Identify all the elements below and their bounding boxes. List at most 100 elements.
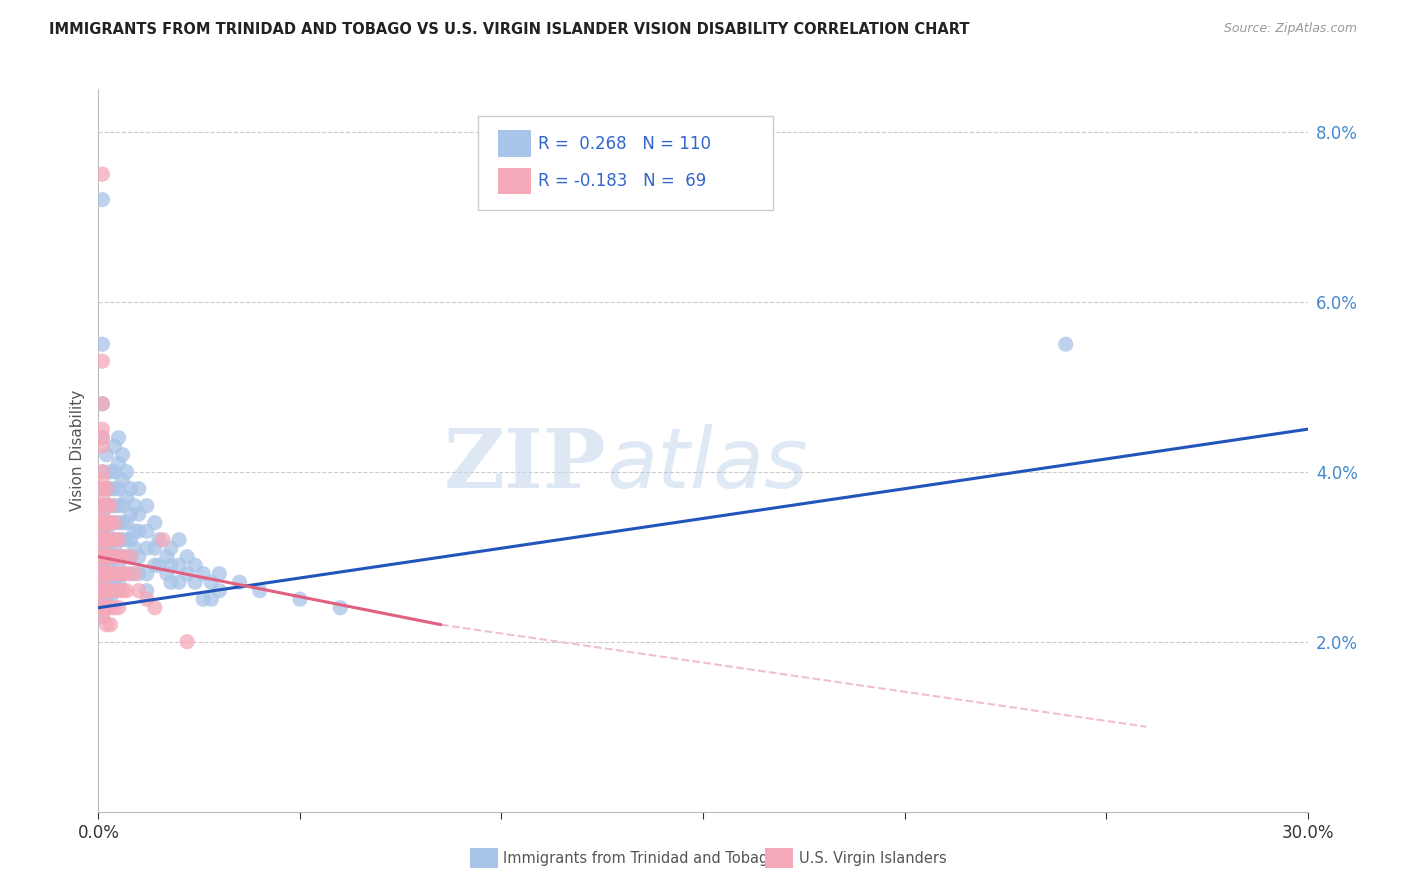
Point <box>100 575 122 590</box>
Point <box>111 549 134 564</box>
Point <box>96 516 118 530</box>
Point <box>100 600 122 615</box>
Point <box>176 566 198 581</box>
Point <box>91 193 114 207</box>
Point <box>91 473 114 487</box>
Point <box>96 592 118 607</box>
Text: ZIP: ZIP <box>444 425 606 505</box>
Point <box>156 549 179 564</box>
Point <box>200 575 222 590</box>
Point <box>111 566 134 581</box>
Point <box>120 533 142 547</box>
Point <box>91 431 114 445</box>
Point <box>103 600 125 615</box>
Point <box>96 575 118 590</box>
Point <box>91 549 114 564</box>
Point <box>91 465 114 479</box>
Point <box>96 482 118 496</box>
Point <box>100 516 122 530</box>
Point <box>167 575 190 590</box>
Point <box>143 541 166 556</box>
Point <box>100 583 122 598</box>
Point <box>91 609 114 624</box>
Point <box>115 566 138 581</box>
Point <box>100 583 122 598</box>
Point <box>103 566 125 581</box>
Point <box>91 583 114 598</box>
Point <box>115 549 138 564</box>
Point <box>135 499 157 513</box>
Point <box>120 507 142 521</box>
Point <box>103 549 125 564</box>
Point <box>96 600 118 615</box>
Point <box>107 566 129 581</box>
Point <box>96 617 118 632</box>
Point <box>107 549 129 564</box>
Point <box>96 541 118 556</box>
Point <box>96 499 118 513</box>
Point <box>143 558 166 573</box>
Point <box>124 499 146 513</box>
Point <box>128 507 150 521</box>
Point <box>124 566 146 581</box>
Point <box>176 634 198 648</box>
Point <box>148 558 170 573</box>
Point <box>100 465 122 479</box>
Point <box>96 482 118 496</box>
Point <box>103 575 125 590</box>
Point <box>103 533 125 547</box>
Point <box>91 499 114 513</box>
Point <box>115 490 138 504</box>
Point <box>96 533 118 547</box>
Point <box>96 549 118 564</box>
Point <box>96 600 118 615</box>
Point <box>91 431 114 445</box>
Point <box>329 600 352 615</box>
Point <box>103 549 125 564</box>
Point <box>107 575 129 590</box>
Point <box>107 533 129 547</box>
Point <box>103 541 125 556</box>
Point <box>135 583 157 598</box>
Point <box>288 592 311 607</box>
Text: R =  0.268   N = 110: R = 0.268 N = 110 <box>538 135 711 153</box>
Point <box>91 490 114 504</box>
Point <box>111 473 134 487</box>
Point <box>128 583 150 598</box>
Point <box>103 439 125 453</box>
Y-axis label: Vision Disability: Vision Disability <box>69 390 84 511</box>
Point <box>96 558 118 573</box>
Point <box>91 609 114 624</box>
Point <box>91 354 114 368</box>
Point <box>91 482 114 496</box>
Point <box>96 533 118 547</box>
Point <box>176 549 198 564</box>
Point <box>91 465 114 479</box>
Text: Source: ZipAtlas.com: Source: ZipAtlas.com <box>1223 22 1357 36</box>
Point <box>91 524 114 539</box>
Point <box>120 482 142 496</box>
Point <box>184 575 207 590</box>
Point <box>115 583 138 598</box>
Point <box>124 541 146 556</box>
Point <box>100 566 122 581</box>
Point <box>208 583 231 598</box>
Point <box>249 583 271 598</box>
Point <box>91 575 114 590</box>
Text: Immigrants from Trinidad and Tobago: Immigrants from Trinidad and Tobago <box>503 851 778 865</box>
Point <box>152 533 174 547</box>
Point <box>107 533 129 547</box>
Point <box>107 558 129 573</box>
Point <box>184 558 207 573</box>
Point <box>107 456 129 470</box>
Point <box>91 558 114 573</box>
Point <box>107 431 129 445</box>
Point <box>96 499 118 513</box>
Point <box>193 566 215 581</box>
Point <box>135 541 157 556</box>
Point <box>111 516 134 530</box>
Point <box>135 566 157 581</box>
Point <box>91 524 114 539</box>
Point <box>100 549 122 564</box>
Point <box>135 524 157 539</box>
